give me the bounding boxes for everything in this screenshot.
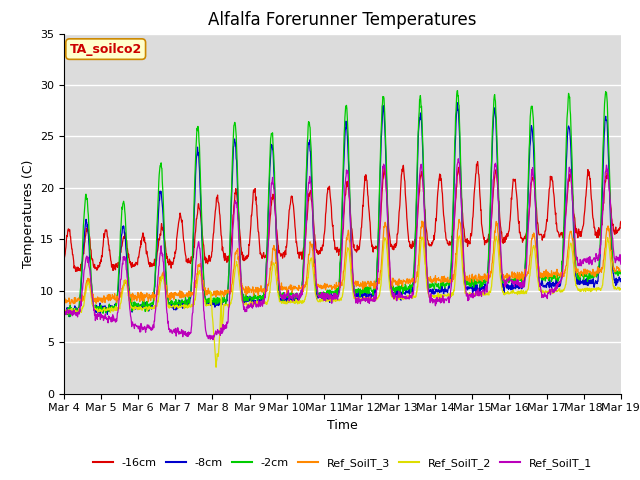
Ref_SoilT_1 — [184, 330, 191, 336]
Ref_SoilT_1 — [429, 297, 437, 303]
-16cm — [474, 159, 481, 165]
-2cm — [502, 277, 510, 283]
Text: TA_soilco2: TA_soilco2 — [70, 43, 142, 56]
-8cm — [60, 309, 68, 314]
Ref_SoilT_3 — [184, 294, 192, 300]
Ref_SoilT_1 — [502, 279, 510, 285]
Ref_SoilT_2 — [502, 291, 510, 297]
-2cm — [60, 308, 68, 314]
Ref_SoilT_2 — [60, 309, 68, 314]
-8cm — [171, 301, 179, 307]
Line: Ref_SoilT_1: Ref_SoilT_1 — [64, 159, 621, 340]
Ref_SoilT_3 — [552, 269, 559, 275]
Ref_SoilT_3 — [246, 287, 254, 293]
Title: Alfalfa Forerunner Temperatures: Alfalfa Forerunner Temperatures — [208, 11, 477, 29]
Line: -16cm: -16cm — [64, 162, 621, 271]
-8cm — [502, 284, 510, 290]
Ref_SoilT_2 — [212, 364, 220, 370]
-8cm — [429, 287, 437, 292]
Ref_SoilT_2 — [456, 233, 463, 239]
Ref_SoilT_2 — [429, 293, 437, 299]
Ref_SoilT_2 — [617, 287, 625, 292]
-8cm — [552, 280, 559, 286]
-16cm — [429, 238, 437, 243]
Y-axis label: Temperatures (C): Temperatures (C) — [22, 159, 35, 268]
Ref_SoilT_3 — [429, 279, 437, 285]
-2cm — [552, 274, 559, 280]
Ref_SoilT_1 — [552, 285, 559, 290]
Ref_SoilT_2 — [170, 304, 178, 310]
-16cm — [502, 237, 510, 242]
-2cm — [171, 300, 179, 306]
-2cm — [454, 88, 461, 94]
Ref_SoilT_1 — [60, 311, 68, 316]
-16cm — [72, 268, 79, 274]
-16cm — [246, 228, 254, 233]
Ref_SoilT_3 — [617, 268, 625, 274]
Ref_SoilT_2 — [184, 303, 191, 309]
Ref_SoilT_1 — [209, 337, 217, 343]
-16cm — [617, 219, 625, 225]
-16cm — [184, 257, 192, 263]
Ref_SoilT_3 — [455, 216, 463, 222]
-16cm — [60, 258, 68, 264]
-16cm — [171, 254, 179, 260]
-2cm — [65, 314, 72, 320]
Ref_SoilT_2 — [552, 287, 559, 293]
-2cm — [184, 299, 192, 305]
Line: -8cm: -8cm — [64, 103, 621, 317]
Ref_SoilT_1 — [246, 301, 254, 307]
-8cm — [246, 294, 254, 300]
Ref_SoilT_3 — [502, 272, 510, 278]
X-axis label: Time: Time — [327, 419, 358, 432]
Ref_SoilT_3 — [60, 299, 68, 304]
Line: -2cm: -2cm — [64, 91, 621, 317]
Ref_SoilT_1 — [617, 261, 625, 267]
-8cm — [184, 300, 192, 306]
-2cm — [617, 271, 625, 276]
-2cm — [246, 295, 254, 300]
-2cm — [429, 281, 437, 287]
-8cm — [617, 276, 625, 282]
-8cm — [454, 100, 461, 106]
Line: Ref_SoilT_3: Ref_SoilT_3 — [64, 219, 621, 304]
-16cm — [552, 212, 559, 217]
Ref_SoilT_3 — [171, 291, 179, 297]
Legend: -16cm, -8cm, -2cm, Ref_SoilT_3, Ref_SoilT_2, Ref_SoilT_1: -16cm, -8cm, -2cm, Ref_SoilT_3, Ref_Soil… — [88, 453, 596, 473]
Ref_SoilT_1 — [454, 156, 462, 162]
Ref_SoilT_1 — [170, 326, 178, 332]
Line: Ref_SoilT_2: Ref_SoilT_2 — [64, 236, 621, 367]
Ref_SoilT_3 — [66, 301, 74, 307]
-8cm — [66, 314, 74, 320]
Ref_SoilT_2 — [246, 298, 254, 304]
